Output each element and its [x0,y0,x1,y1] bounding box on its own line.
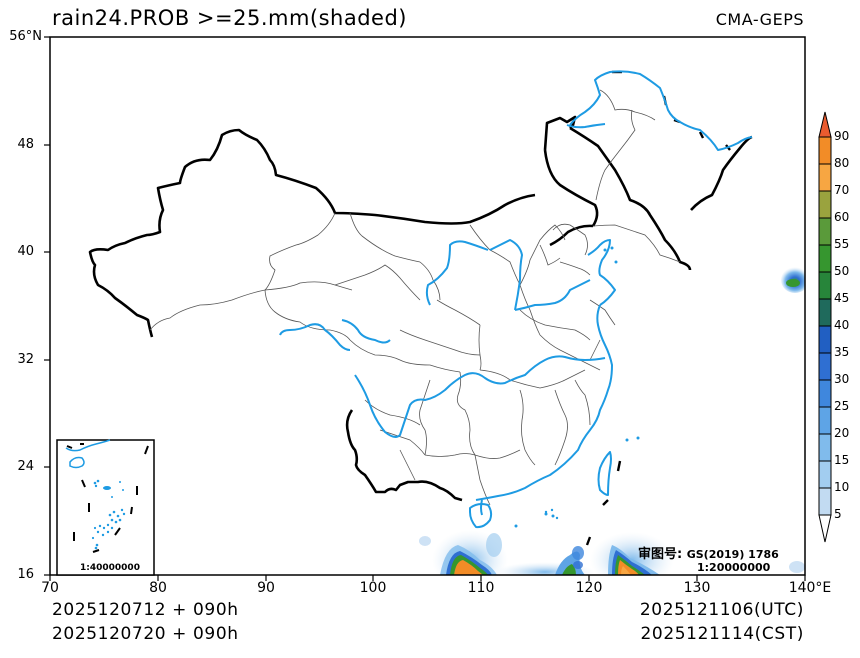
colorbar-label: 20 [834,426,850,440]
colorbar-label: 5 [834,507,842,521]
x-tick-label: 120 [575,580,603,596]
colorbar-label: 50 [834,264,850,278]
x-tick-label: 100 [359,580,387,596]
chart-title: rain24.PROB >=25.mm(shaded) [52,6,407,30]
colorbar-label: 30 [834,372,850,386]
y-tick-label: 24 [17,459,34,474]
main-map-scale: 1:20000000 [697,561,771,574]
x-tick-label: 80 [149,580,167,596]
x-tick-label: 140°E [788,580,832,596]
y-tick-label: 40 [17,244,34,259]
init-time-cst: 2025120720 + 090h [52,624,239,644]
colorbar-label: 60 [834,210,850,224]
x-axis-ticks [49,575,806,581]
y-tick-label: 56°N [9,29,42,44]
x-tick-label: 90 [257,580,275,596]
y-axis-ticks [44,36,50,576]
colorbar [818,111,832,543]
valid-time-utc: 2025121106(UTC) [639,600,804,620]
review-label: 审图号: [638,547,683,562]
map-review-number: 审图号: GS(2019) 1786 [638,543,779,562]
y-tick-label: 48 [17,137,34,152]
colorbar-label: 35 [834,345,850,359]
colorbar-label: 45 [834,291,850,305]
y-tick-label: 32 [17,352,34,367]
provincial-borders [149,89,681,506]
rivers-coastlines [279,70,753,529]
colorbar-label: 15 [834,453,850,467]
colorbar-label: 90 [834,129,850,143]
x-tick-label: 130 [683,580,711,596]
valid-time-cst: 2025121114(CST) [640,624,804,644]
model-source-label: CMA-GEPS [715,10,804,29]
island-dots [514,246,640,528]
probability-shading [419,267,805,575]
x-tick-label: 70 [41,580,59,596]
national-border [88,115,753,502]
plot-frame [49,36,806,576]
colorbar-label: 40 [834,318,850,332]
inset-map-scale: 1:40000000 [80,563,140,573]
init-time-utc: 2025120712 + 090h [52,600,239,620]
colorbar-label: 80 [834,156,850,170]
x-tick-label: 110 [467,580,495,596]
colorbar-label: 70 [834,183,850,197]
y-tick-label: 16 [17,567,34,582]
colorbar-label: 55 [834,237,850,251]
colorbar-label: 25 [834,399,850,413]
review-code: GS(2019) 1786 [686,548,779,561]
colorbar-label: 10 [834,480,850,494]
south-china-sea-inset [56,439,155,576]
